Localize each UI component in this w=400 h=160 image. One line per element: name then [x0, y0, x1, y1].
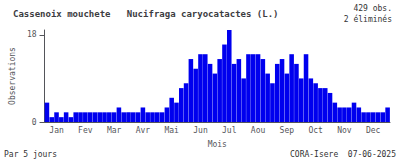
svg-text:Aou: Aou: [251, 126, 266, 135]
svg-text:Oct: Oct: [308, 126, 323, 135]
svg-text:Jan: Jan: [49, 126, 64, 135]
svg-text:Mar: Mar: [107, 126, 122, 135]
svg-text:18: 18: [27, 30, 37, 39]
svg-text:Fev: Fev: [78, 126, 93, 135]
svg-text:Sep: Sep: [280, 126, 295, 135]
svg-text:Observations: Observations: [8, 47, 17, 105]
svg-text:Jul: Jul: [222, 126, 237, 135]
svg-text:429 obs.: 429 obs.: [353, 4, 392, 13]
svg-text:Jun: Jun: [193, 126, 208, 135]
svg-text:Mois: Mois: [208, 140, 227, 149]
svg-text:0: 0: [32, 118, 37, 127]
svg-text:Nov: Nov: [337, 126, 352, 135]
svg-text:Cassenoix mouchete Nucifraga: Cassenoix mouchete Nucifraga caryocatact…: [13, 9, 279, 19]
svg-text:Dec: Dec: [366, 126, 381, 135]
svg-text:2 éliminés: 2 éliminés: [344, 14, 392, 24]
svg-text:Par 5 jours: Par 5 jours: [4, 150, 57, 159]
svg-text:Avr: Avr: [136, 126, 151, 135]
svg-text:Mai: Mai: [164, 126, 179, 135]
svg-text:CORA-Isere 07-06-2025: CORA-Isere 07-06-2025: [290, 150, 396, 159]
